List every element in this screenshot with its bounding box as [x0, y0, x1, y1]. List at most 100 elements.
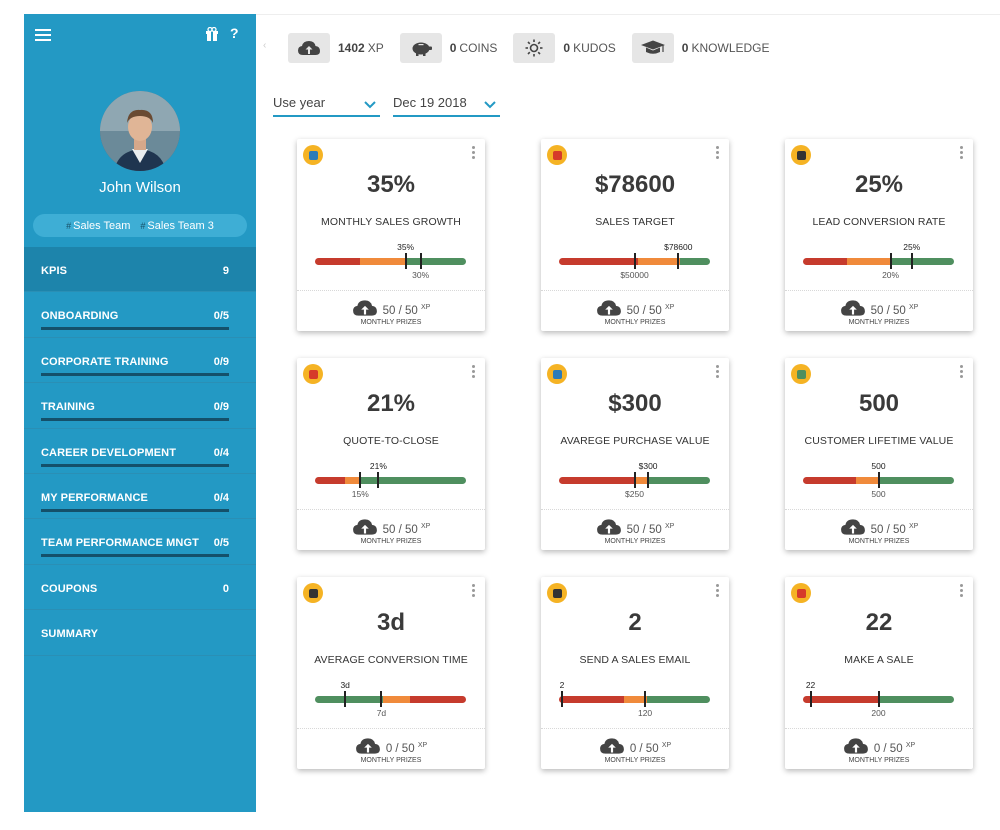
- gauge-segment: [890, 258, 954, 265]
- kpi-value: 25%: [854, 171, 904, 198]
- sidebar-item-career-development[interactable]: CAREER DEVELOPMENT 0/4: [24, 429, 256, 474]
- kpi-card[interactable]: $300 AVAREGE PURCHASE VALUE $300 $250 50 / 5…: [541, 358, 729, 550]
- more-options-icon[interactable]: [716, 365, 720, 380]
- sidebar-item-count: 0/5: [213, 310, 229, 323]
- current-marker: [809, 691, 812, 707]
- stat-coins[interactable]: 0 COINS: [399, 33, 497, 63]
- sidebar-item-summary[interactable]: SUMMARY: [24, 610, 256, 656]
- prize-xp-value: 50 / 50 XP: [627, 523, 675, 536]
- sidebar-item-onboarding[interactable]: ONBOARDING 0/5: [24, 292, 256, 338]
- help-icon[interactable]: ?: [230, 25, 239, 41]
- gauge-bar: [803, 477, 954, 484]
- kpi-title: QUOTE-TO-CLOSE: [343, 435, 439, 447]
- team-tag[interactable]: # Sales Team: [66, 219, 131, 232]
- target-value-label: 120: [637, 708, 653, 718]
- gauge-segment: [410, 696, 466, 703]
- target-value-label: 15%: [351, 489, 369, 499]
- current-marker: [377, 472, 380, 488]
- prize-xp-value: 50 / 50 XP: [871, 523, 919, 536]
- kpi-gauge: $300 $250: [559, 458, 710, 499]
- stat-knowledge[interactable]: 0 KNOWLEDGE: [631, 33, 770, 63]
- stat-value: 0: [681, 41, 689, 55]
- current-value-label: 2: [559, 680, 565, 690]
- target-marker: [380, 691, 383, 707]
- more-options-icon[interactable]: [960, 146, 964, 161]
- coffee-icon: [303, 583, 323, 603]
- xp-unit: XP: [905, 742, 916, 750]
- gauge-segment: [855, 477, 879, 484]
- kpi-card[interactable]: 35% MONTHLY SALES GROWTH 35% 30% 50 / 50 XP M…: [297, 139, 485, 331]
- stat-kudos[interactable]: 0 KUDOS: [513, 33, 616, 63]
- sidebar-item-my-performance[interactable]: MY PERFORMANCE 0/4: [24, 474, 256, 520]
- gauge-segment: [878, 477, 954, 484]
- more-options-icon[interactable]: [960, 365, 964, 380]
- period-select-value: Use year: [273, 95, 326, 110]
- sidebar-item-corporate-training[interactable]: CORPORATE TRAINING 0/9: [24, 338, 256, 384]
- cloud-upload-icon: [599, 737, 625, 760]
- kpi-value: 21%: [366, 390, 416, 417]
- sidebar-item-label: MY PERFORMANCE: [41, 491, 148, 504]
- prize-xp-value: 50 / 50 XP: [627, 304, 675, 317]
- more-options-icon[interactable]: [716, 146, 720, 161]
- gauge-segment: [634, 477, 647, 484]
- current-marker: [561, 691, 564, 707]
- gauge-bar: [559, 696, 710, 703]
- more-options-icon[interactable]: [716, 584, 720, 599]
- gift-icon[interactable]: [206, 26, 218, 41]
- sidebar-item-count: 0/9: [213, 355, 229, 368]
- target-marker: [644, 691, 647, 707]
- sidebar-item-training[interactable]: TRAINING 0/9: [24, 383, 256, 429]
- kpi-card[interactable]: 3d AVERAGE CONVERSION TIME 3d 7d 0 / 50 XP MO…: [297, 577, 485, 769]
- collapse-arrow-icon[interactable]: ‹: [263, 40, 267, 51]
- date-select-value: Dec 19 2018: [393, 95, 467, 110]
- handshake-icon: [791, 583, 811, 603]
- kpi-card[interactable]: 2 SEND A SALES EMAIL 2 120 0 / 50 XP MONTHLY …: [541, 577, 729, 769]
- date-select[interactable]: Dec 19 2018: [393, 95, 500, 117]
- cloud-upload-icon: [352, 518, 378, 541]
- sidebar-item-team-performance-mngt[interactable]: TEAM PERFORMANCE MNGT 0/5: [24, 519, 256, 565]
- piggy-bank-icon: [399, 33, 442, 63]
- cloud-upload-icon: [596, 518, 622, 541]
- more-options-icon[interactable]: [960, 584, 964, 599]
- prize-xp-count: 50 / 50: [870, 523, 906, 536]
- cloud-upload-icon: [288, 33, 330, 63]
- sidebar-item-coupons[interactable]: COUPONS 0: [24, 565, 256, 611]
- stats-bar: 1402 XP 0 COINS 0 KUDOS 0 KNOWLEDGE: [288, 33, 786, 63]
- prize-xp-value: 50 / 50 XP: [383, 523, 431, 536]
- more-options-icon[interactable]: [472, 146, 476, 161]
- gauge-segment: [803, 477, 856, 484]
- stat-xp[interactable]: 1402 XP: [288, 33, 384, 63]
- gauge-segment: [646, 477, 710, 484]
- stat-value: 1402: [338, 41, 365, 55]
- sidebar-item-kpis[interactable]: KPIS 9: [24, 247, 256, 293]
- kpi-card[interactable]: 22 MAKE A SALE 22 200 0 / 50 XP MONTHLY PRIZE…: [785, 577, 973, 769]
- prize-xp: 50 / 50 XP: [297, 518, 485, 541]
- kpi-card[interactable]: $78600 SALES TARGET $78600 $50000 50 / 50 XP…: [541, 139, 729, 331]
- gauge-segment: [559, 477, 635, 484]
- sidebar-item-label: SUMMARY: [41, 628, 99, 641]
- hamburger-menu-icon[interactable]: [35, 29, 51, 41]
- prize-xp-count: 50 / 50: [626, 304, 662, 317]
- chevron-down-icon: [484, 97, 496, 112]
- target-marker: [877, 472, 880, 488]
- team-tag[interactable]: # Sales Team 3: [140, 219, 214, 232]
- team-tag-label: Sales Team 3: [147, 219, 214, 232]
- prize-xp: 50 / 50 XP: [297, 299, 485, 322]
- prize-xp: 50 / 50 XP: [541, 299, 729, 322]
- kpi-card[interactable]: 21% QUOTE-TO-CLOSE 21% 15% 50 / 50 XP MONTHLY…: [297, 358, 485, 550]
- current-marker: [344, 691, 347, 707]
- more-options-icon[interactable]: [472, 365, 476, 380]
- gauge-segment: [315, 696, 383, 703]
- avatar[interactable]: [100, 91, 180, 171]
- kpi-card[interactable]: 25% LEAD CONVERSION RATE 25% 20% 50 / 50 XP M…: [785, 139, 973, 331]
- rocket-icon: [547, 145, 567, 165]
- period-select[interactable]: Use year: [273, 95, 380, 117]
- user-name: John Wilson: [99, 179, 181, 196]
- kpi-value: 3d: [376, 609, 405, 636]
- more-options-icon[interactable]: [472, 584, 476, 599]
- stat-label: XP: [367, 41, 384, 55]
- sidebar-nav: KPIS 9 ONBOARDING 0/5 CORPORATE TRAINING 0/9 T…: [24, 247, 256, 656]
- target-value-label: 200: [871, 708, 886, 718]
- kpi-card[interactable]: 500 CUSTOMER LIFETIME VALUE 500 500 50 / 50 …: [785, 358, 973, 550]
